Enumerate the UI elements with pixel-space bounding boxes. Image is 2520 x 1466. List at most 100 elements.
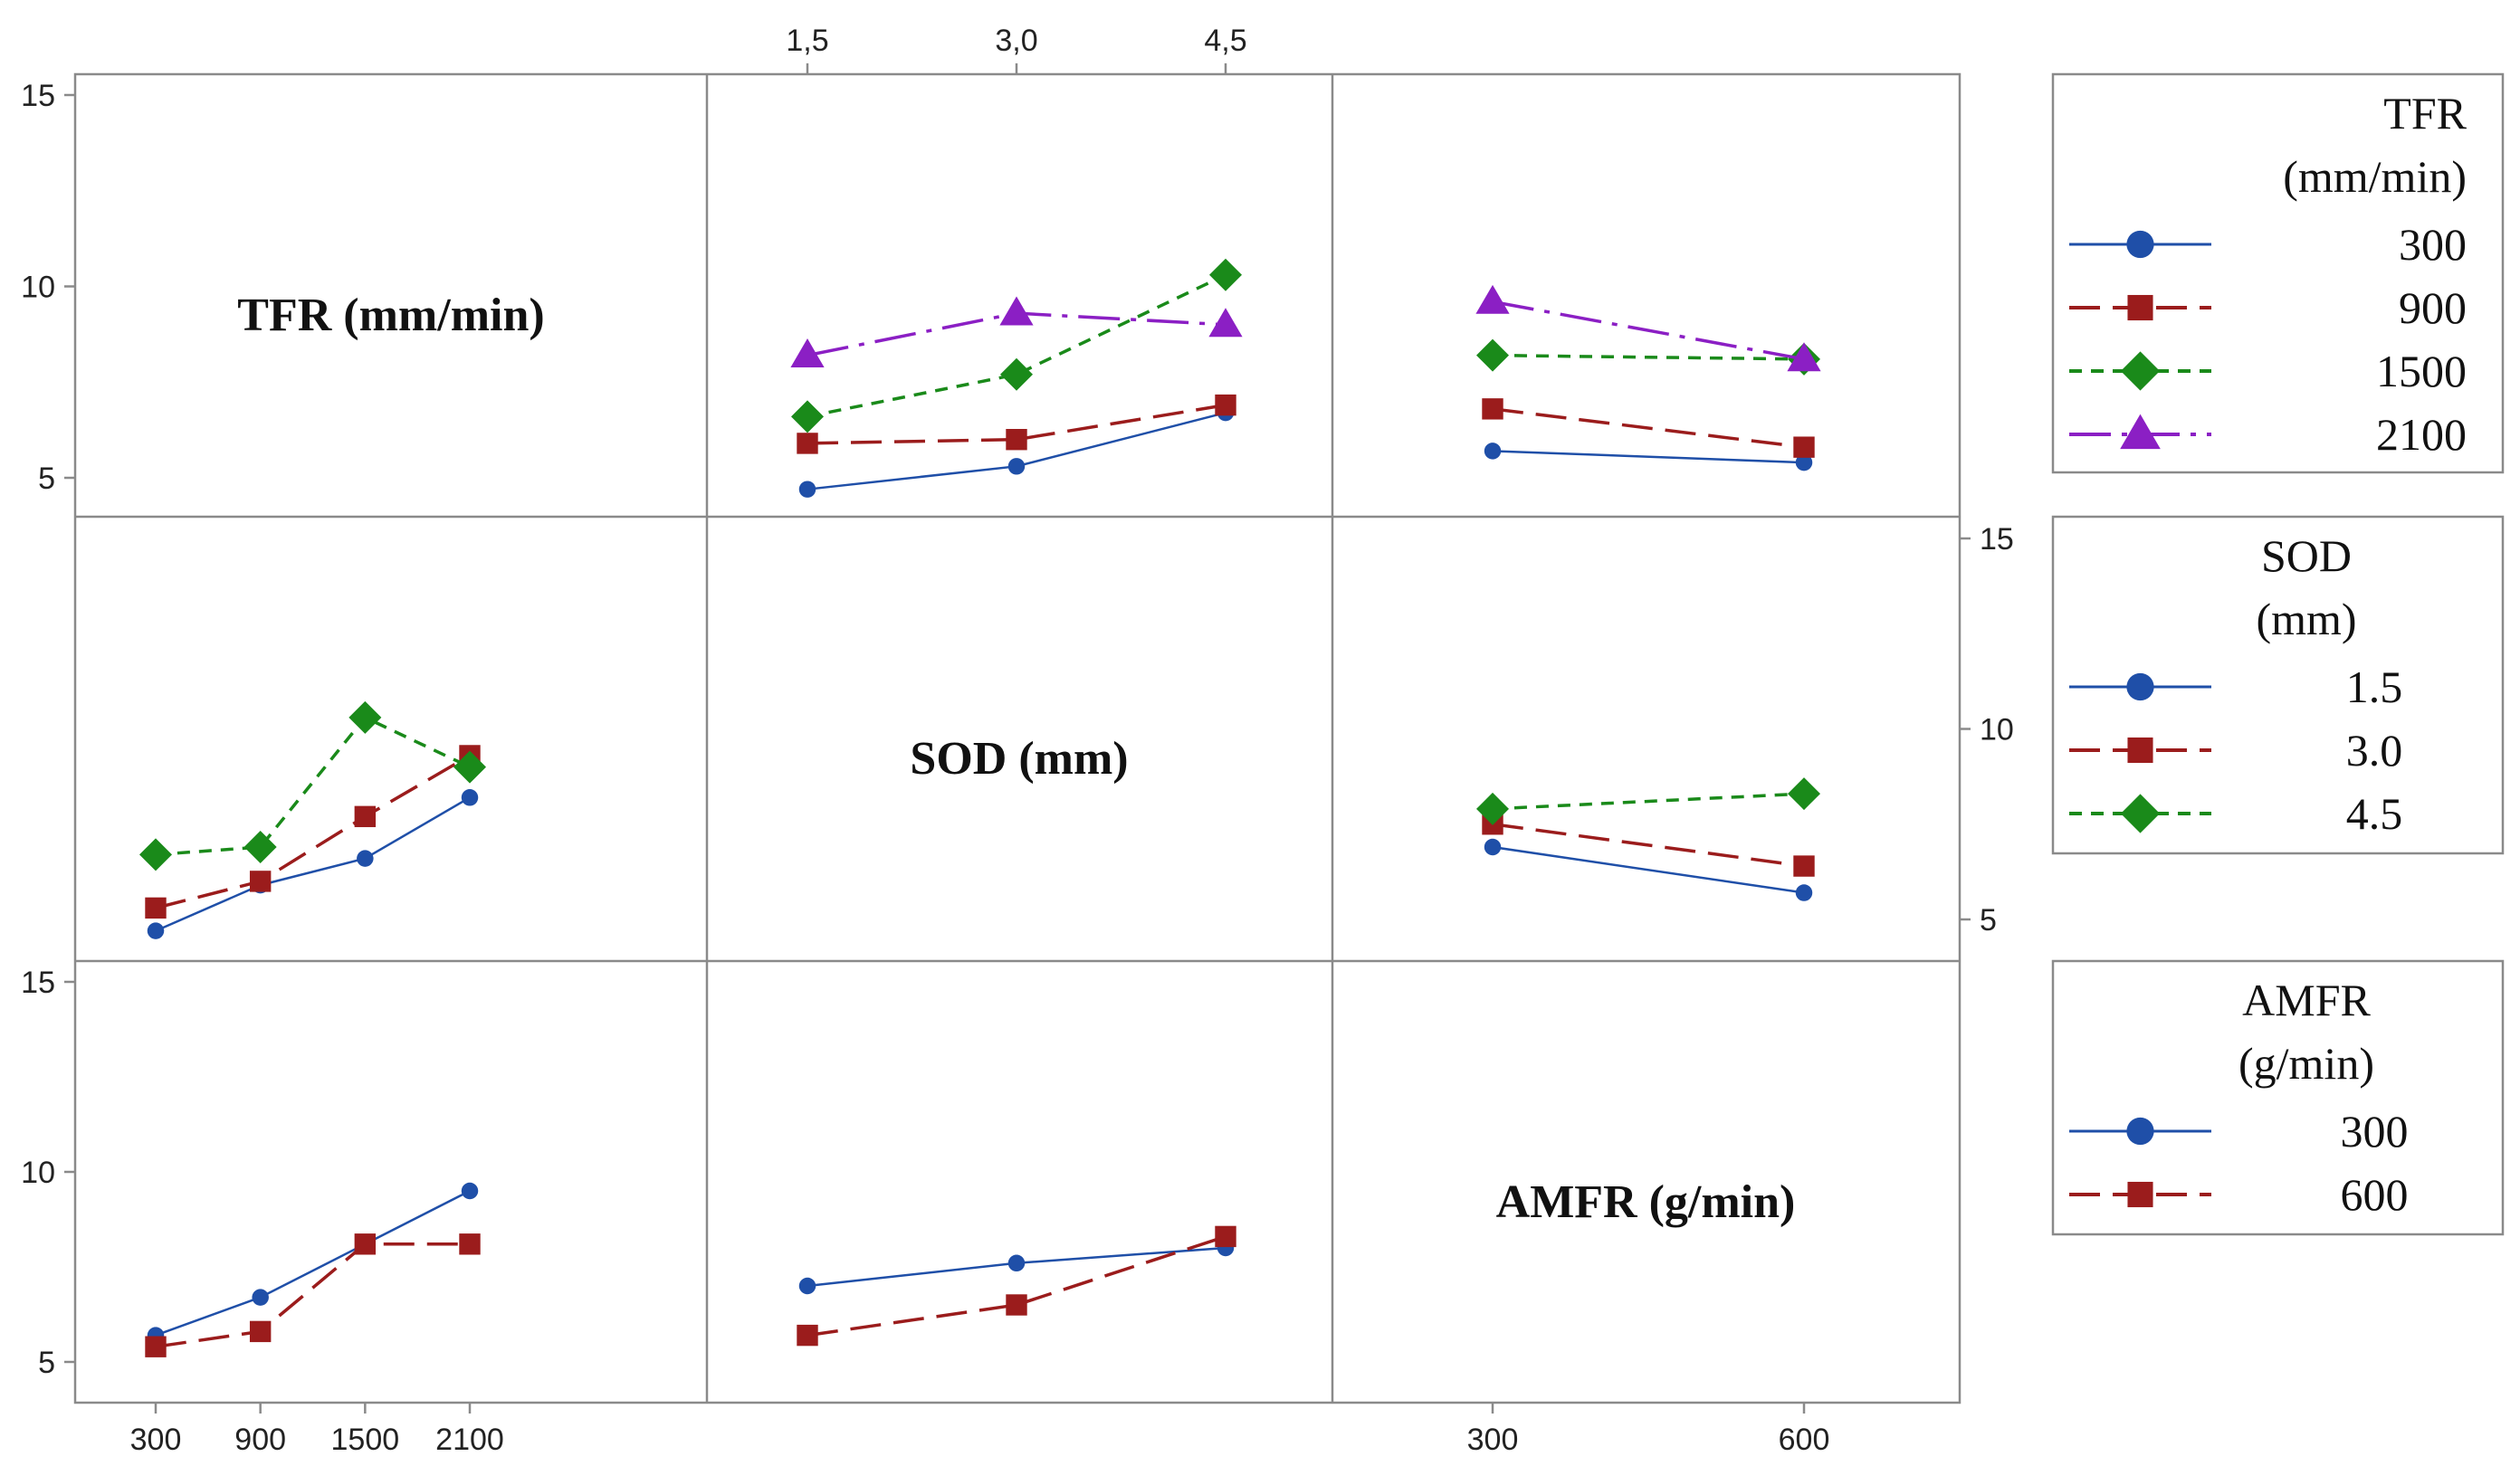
legend-box: AMFR (g/min) 300 600: [2051, 959, 2505, 1236]
data-point: [249, 871, 272, 892]
data-point: [453, 750, 486, 784]
panel-TFR_by_AMFR: [145, 1182, 481, 1357]
legend-frame: [2051, 72, 2505, 474]
series-line: [807, 403, 1227, 445]
series-line: [1492, 845, 1805, 894]
data-point: [791, 400, 824, 433]
panel-AMFR_by_TFR: [1475, 284, 1821, 471]
data-point: [1007, 458, 1026, 475]
legend-box: SOD (mm) 1.5 3.0 4.5: [2051, 515, 2505, 855]
data-point: [1006, 429, 1027, 451]
x-tick-label: 3,0: [995, 24, 1037, 58]
y-tick-label: 15: [21, 79, 55, 113]
data-point: [1208, 308, 1243, 338]
data-point: [1795, 884, 1813, 901]
legend-box: TFR (mm/min) 300 900 1500 2100: [2051, 72, 2505, 474]
data-point: [348, 700, 382, 734]
x-tick-label: 1,5: [786, 24, 828, 58]
data-point: [797, 433, 818, 454]
legend-subtitle: (mm): [2256, 594, 2356, 644]
legend-title: AMFR: [2242, 975, 2371, 1025]
data-point: [145, 897, 167, 919]
legend-title: SOD: [2261, 530, 2352, 581]
data-point: [1787, 342, 1821, 372]
data-point: [243, 831, 277, 864]
data-point: [1476, 792, 1509, 825]
legend-entry-label: 1500: [2376, 346, 2467, 396]
data-point: [249, 1320, 272, 1343]
x-tick-label: 1500: [331, 1423, 400, 1457]
series-line: [807, 1234, 1227, 1337]
legend-entry-label: 600: [2341, 1169, 2409, 1220]
legend-marker: [2126, 1117, 2154, 1146]
data-point: [1793, 436, 1815, 458]
data-point: [999, 296, 1034, 326]
diagonal-label-sod: SOD (mm): [910, 733, 1128, 785]
legend-title: TFR: [2383, 88, 2467, 138]
legend-marker: [2120, 414, 2161, 450]
series-line: [1492, 353, 1805, 361]
data-point: [798, 1277, 816, 1295]
series-line: [1492, 792, 1805, 811]
data-point: [139, 838, 172, 871]
data-point: [461, 1182, 479, 1200]
legend-marker: [2120, 351, 2161, 391]
diagonal-label-tfr: TFR (mm/min): [237, 290, 544, 341]
data-point: [145, 1336, 167, 1357]
legend-marker: [2127, 294, 2153, 321]
panel-SOD_by_AMFR: [797, 1225, 1236, 1347]
data-point: [797, 1324, 818, 1347]
legend-subtitle: (g/min): [2238, 1038, 2374, 1089]
y-tick-label: 5: [38, 1346, 55, 1380]
data-point: [354, 1233, 377, 1255]
data-point: [461, 789, 479, 806]
data-point: [1484, 838, 1502, 856]
legend-entry-label: 3.0: [2346, 725, 2403, 776]
data-point: [354, 805, 377, 828]
y-tick-label: 15: [21, 966, 55, 1000]
series-line: [1492, 450, 1805, 464]
series-line: [807, 273, 1227, 419]
legend-entry-label: 2100: [2376, 409, 2467, 460]
data-point: [1000, 357, 1033, 391]
y-tick-label: 10: [1980, 713, 2014, 747]
diagonal-label-amfr: AMFR (g/min): [1496, 1176, 1796, 1228]
panel-AMFR_by_SOD: [1476, 777, 1820, 901]
data-point: [147, 922, 165, 939]
panel-TFR_by_SOD: [139, 700, 486, 939]
data-point: [1006, 1294, 1027, 1316]
series-line: [155, 1242, 470, 1348]
data-point: [798, 481, 816, 498]
legend-marker: [2120, 794, 2161, 833]
data-point: [1007, 1254, 1026, 1272]
series-line: [155, 715, 471, 857]
legend-marker: [2126, 230, 2154, 259]
legend-marker: [2127, 737, 2153, 764]
series-line: [1492, 823, 1805, 868]
data-point: [1476, 338, 1509, 372]
y-tick-label: 5: [38, 462, 55, 496]
data-point: [1795, 453, 1813, 471]
data-point: [1209, 258, 1242, 291]
legend-entry-label: 1.5: [2346, 662, 2403, 712]
y-tick-label: 10: [21, 1156, 55, 1190]
series-layer: [139, 258, 1821, 1357]
data-point: [459, 1233, 481, 1255]
series-line: [155, 754, 471, 910]
legend-layer: TFR (mm/min) 300 900 1500 2100 SOD (mm) 1.5 3.0 4.…: [2051, 72, 2505, 1236]
x-tick-label: 4,5: [1204, 24, 1246, 58]
legend-entry-label: 900: [2399, 282, 2467, 333]
data-point: [1215, 1225, 1236, 1248]
series-line: [1492, 407, 1805, 449]
y-tick-label: 10: [21, 271, 55, 305]
y-tick-label: 15: [1980, 522, 2014, 557]
legend-marker: [2126, 672, 2154, 701]
x-tick-label: 300: [1467, 1423, 1519, 1457]
legend-entry-label: 4.5: [2346, 788, 2403, 839]
series-line: [807, 411, 1227, 490]
x-tick-label: 900: [234, 1423, 286, 1457]
x-tick-label: 2100: [435, 1423, 504, 1457]
data-point: [1793, 855, 1815, 877]
data-point: [1475, 284, 1510, 314]
